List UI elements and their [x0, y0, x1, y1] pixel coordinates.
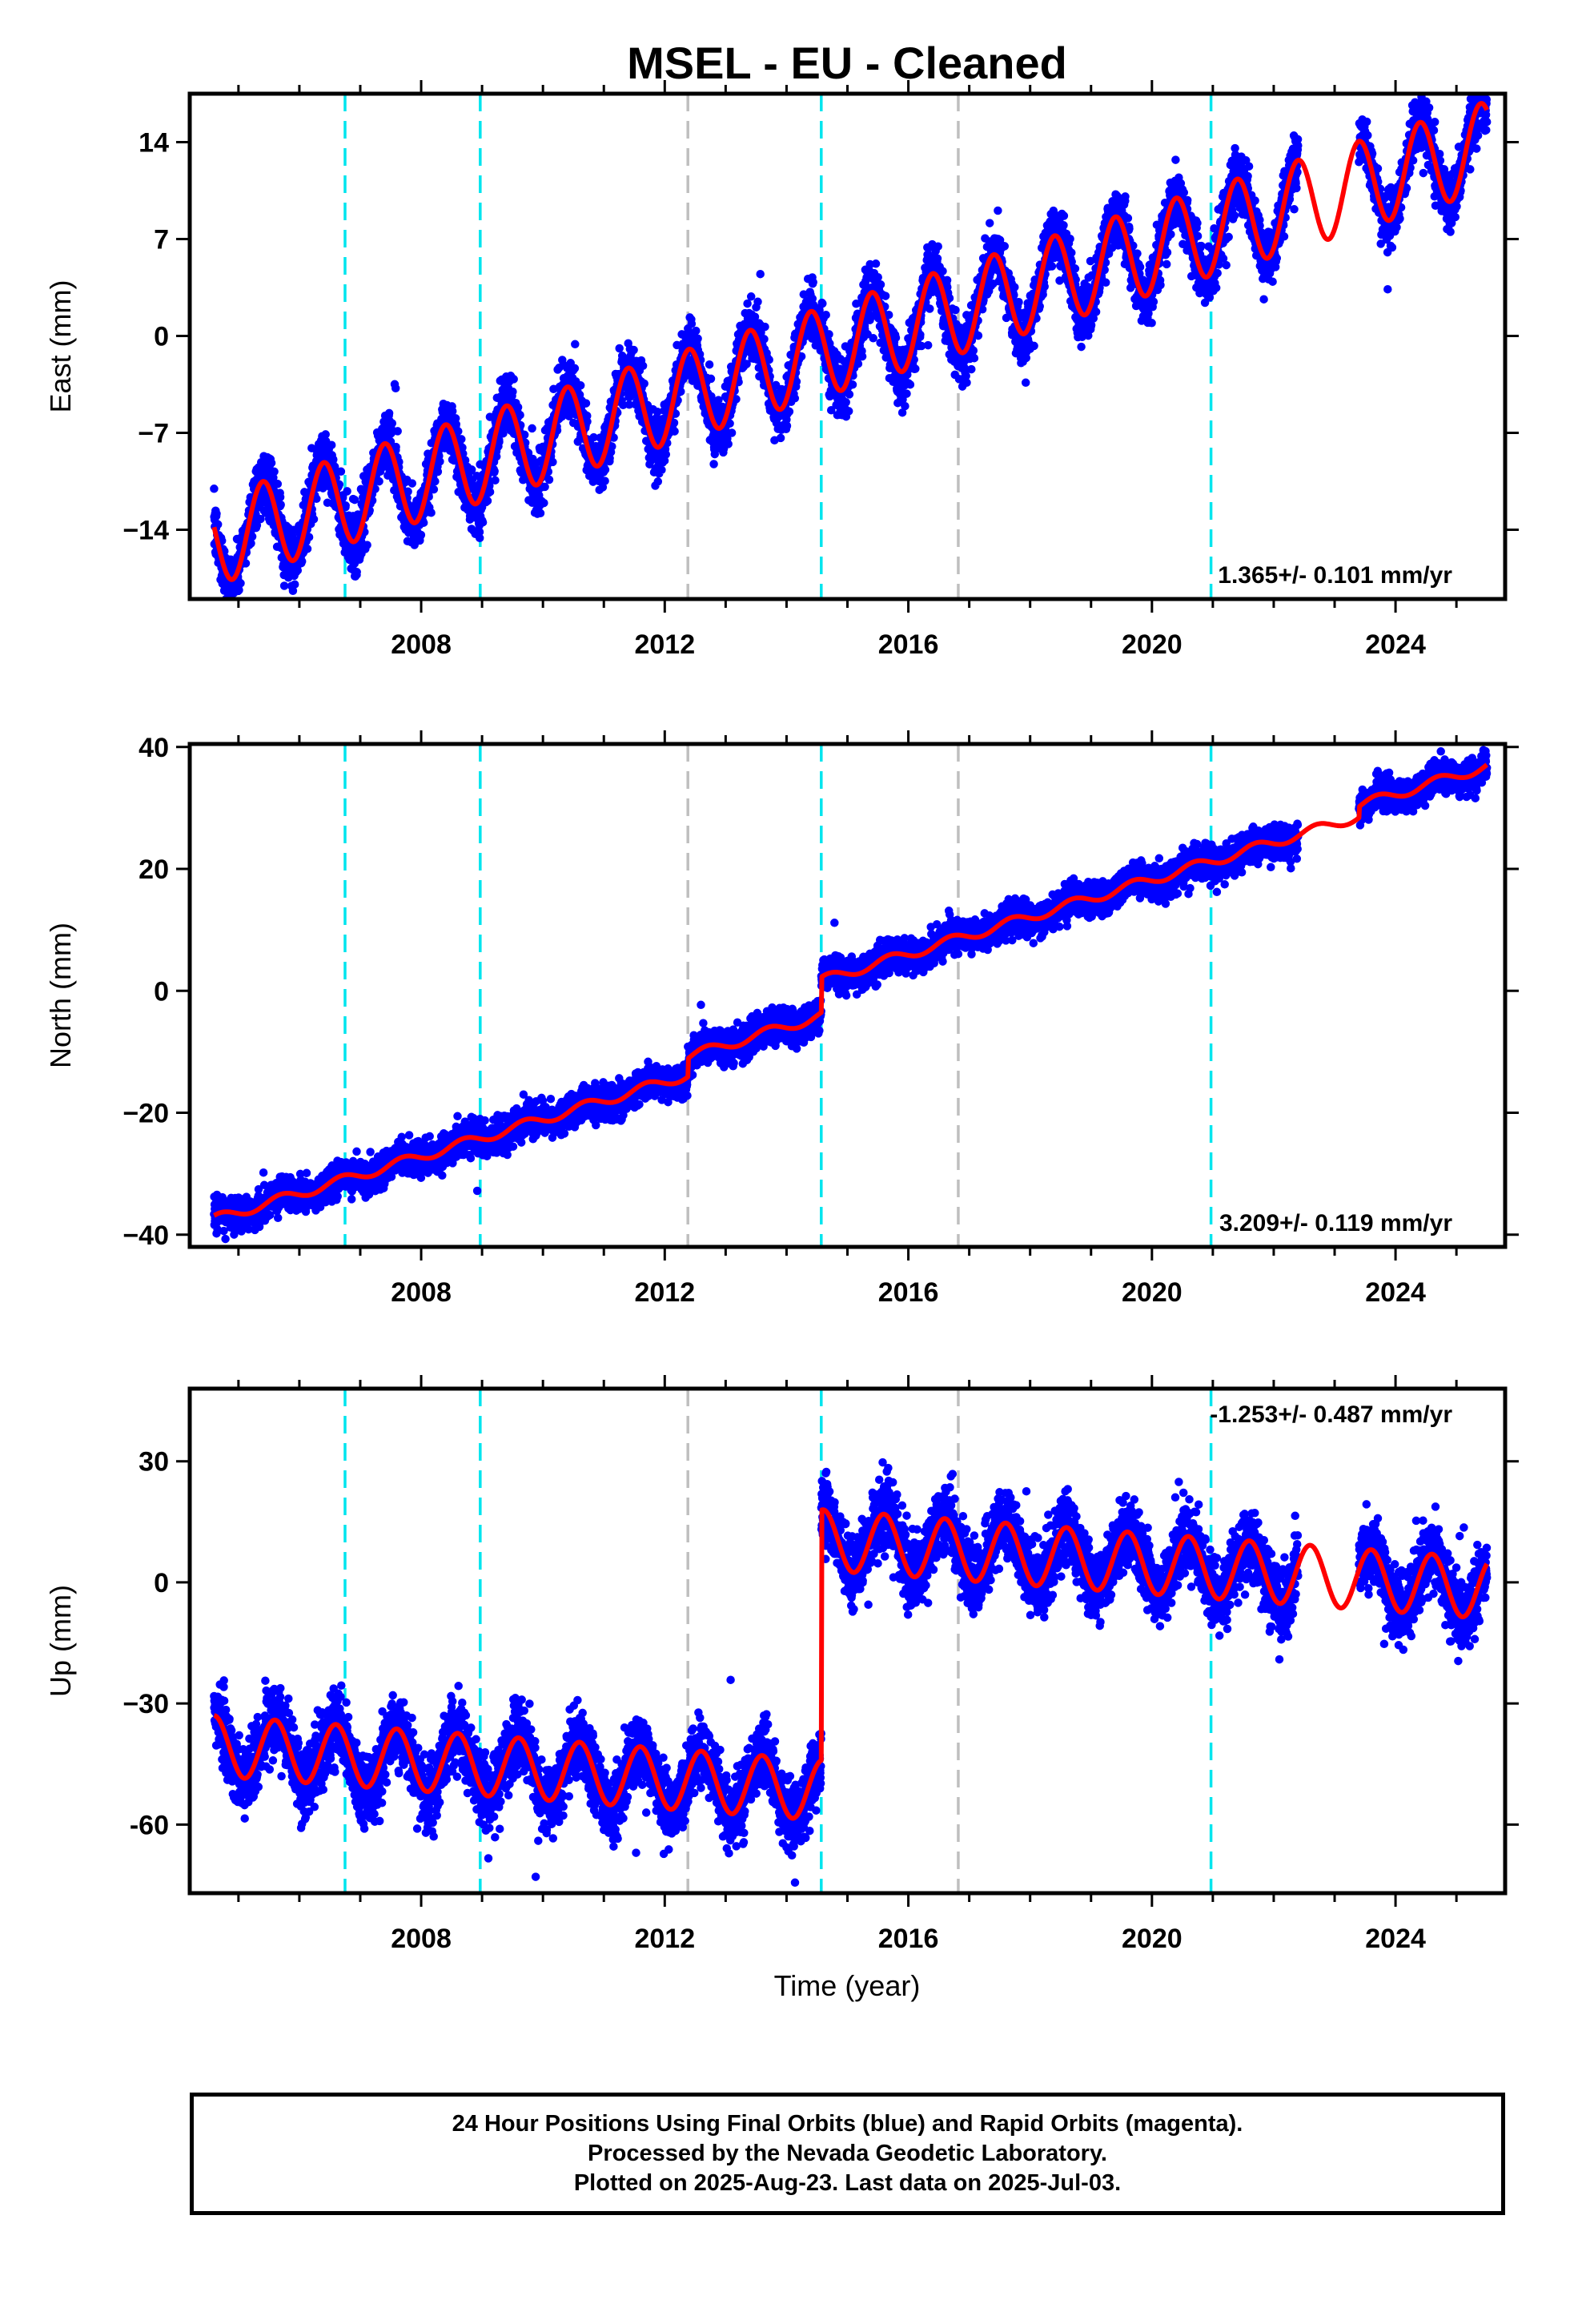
x-tick-label: 2016: [878, 1924, 939, 1954]
east-panel: 2008 2012 2016 2020 2024 −14 −7 0 7 14 East (mm) 1.…: [44, 80, 1519, 660]
chart-title: MSEL - EU - Cleaned: [627, 38, 1067, 88]
x-tick-label: 2024: [1365, 629, 1426, 660]
x-tick-label: 2008: [391, 629, 452, 660]
x-tick-label: 2008: [391, 1277, 452, 1308]
plot-area: [210, 744, 1492, 1247]
x-axis-title: Time (year): [774, 1969, 921, 2002]
x-tick-label: 2008: [391, 1924, 452, 1954]
x-tick-label: 2012: [634, 1277, 695, 1308]
y-tick-label: −40: [122, 1220, 169, 1251]
daily-position-points: [210, 94, 1492, 599]
y-tick-label: −30: [122, 1689, 169, 1719]
y-tick-label: 30: [139, 1447, 169, 1478]
plot-frame: [187, 1386, 1508, 1896]
y-tick-label: −20: [122, 1099, 169, 1129]
up-panel: 2008 2012 2016 2020 2024 -60 −30 0 30 Up (mm) -1.2…: [44, 1375, 1519, 1954]
model-fit-line: [211, 101, 1489, 582]
model-fit-line: [212, 1507, 1489, 1821]
y-tick-label: 40: [139, 733, 169, 763]
footer-note: 24 Hour Positions Using Final Orbits (bl…: [190, 2093, 1505, 2215]
y-tick-label: 7: [154, 225, 169, 255]
x-tick-label: 2020: [1122, 629, 1182, 660]
y-tick-label: 0: [154, 976, 169, 1007]
x-tick-label: 2012: [634, 1924, 695, 1954]
model-fit-line: [212, 762, 1489, 1218]
rate-label: 1.365+/- 0.101 mm/yr: [1218, 562, 1452, 589]
north-panel: 2008 2012 2016 2020 2024 −40 −20 0 20 40 North (mm…: [44, 730, 1519, 1308]
y-tick-label: 14: [139, 128, 169, 159]
footer-line-3: Plotted on 2025-Aug-23. Last data on 202…: [573, 2170, 1122, 2196]
x-tick-label: 2012: [634, 629, 695, 660]
rate-label: -1.253+/- 0.487 mm/yr: [1210, 1401, 1452, 1428]
x-tick-label: 2020: [1122, 1277, 1182, 1308]
y-axis-label: North (mm): [44, 923, 77, 1068]
x-tick-label: 2016: [878, 1277, 939, 1308]
y-tick-label: 0: [154, 1568, 169, 1598]
x-tick-label: 2016: [878, 629, 939, 660]
x-tick-label: 2024: [1365, 1277, 1426, 1308]
x-tick-label: 2024: [1365, 1924, 1426, 1954]
footer-line-2: Processed by the Nevada Geodetic Laborat…: [588, 2141, 1107, 2166]
y-axis-label: East (mm): [44, 280, 77, 413]
y-axis-label: Up (mm): [44, 1585, 77, 1697]
daily-position-points: [210, 746, 1492, 1244]
plot-area: [210, 1389, 1492, 1893]
y-tick-label: -60: [130, 1810, 169, 1840]
y-tick-label: −14: [122, 516, 169, 546]
y-tick-label: −7: [138, 419, 169, 449]
rate-label: 3.209+/- 0.119 mm/yr: [1219, 1210, 1452, 1236]
plot-area: [210, 94, 1492, 599]
footer-line-1: 24 Hour Positions Using Final Orbits (bl…: [452, 2111, 1243, 2137]
y-tick-label: 0: [154, 322, 169, 352]
x-tick-label: 2020: [1122, 1924, 1182, 1954]
y-tick-label: 20: [139, 854, 169, 885]
